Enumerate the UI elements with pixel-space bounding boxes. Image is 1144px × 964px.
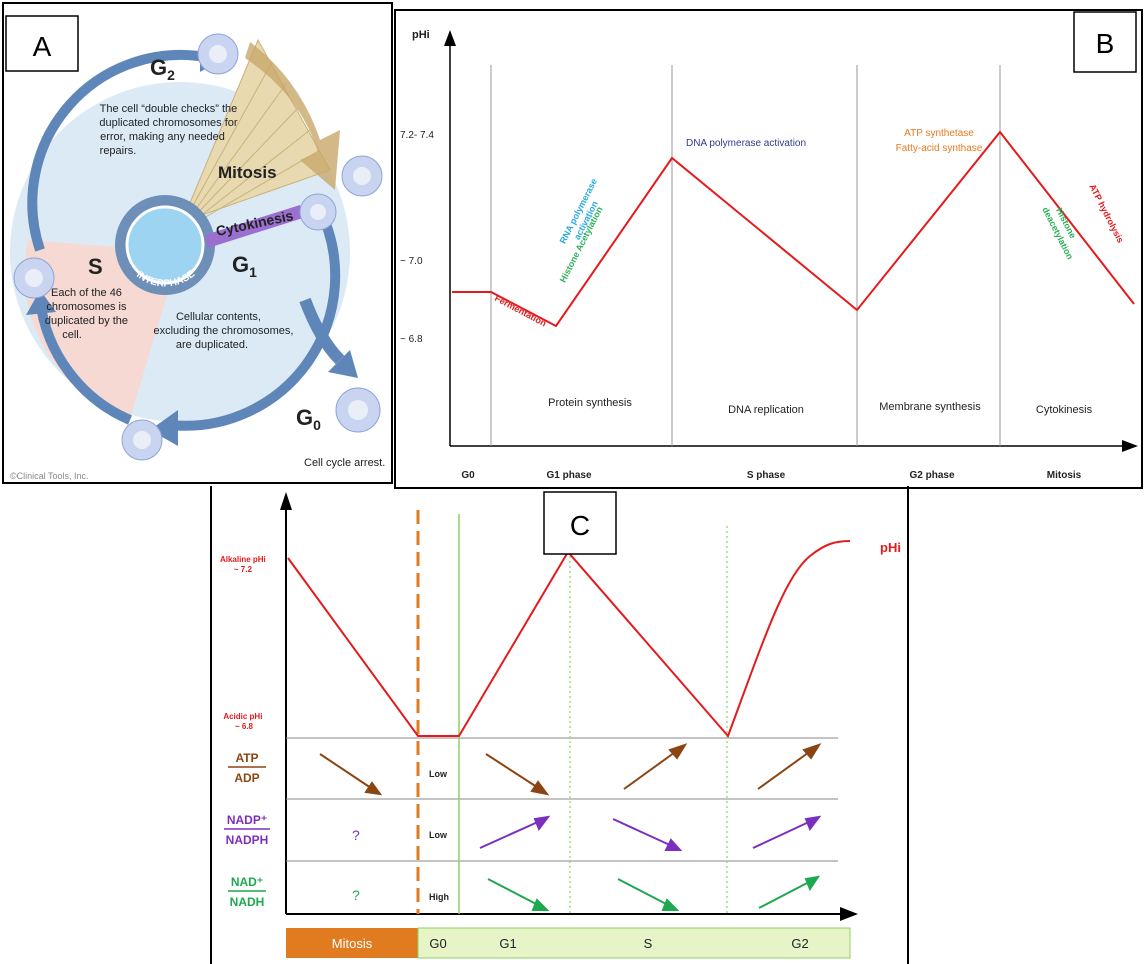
row-nadp-num: NADP⁺	[227, 813, 267, 827]
panel-a-letter: A	[33, 31, 52, 62]
panel-c-metabolism-diagram: pHi Alkaline pHi ~ 7.2 Acidic pHi ~ 6.8 …	[210, 486, 909, 964]
atp-synth-label: ATP synthetase	[904, 128, 974, 139]
row-nad-den: NADH	[230, 895, 265, 909]
fatty-acid-label: Fatty-acid synthase	[896, 143, 983, 154]
s-text-1: Each of the 46	[51, 287, 122, 299]
process-dna: DNA replication	[728, 404, 804, 416]
bar-g0-label: G0	[429, 936, 446, 951]
g1-text-1: Cellular contents,	[176, 311, 261, 323]
row-nadp-den: NADPH	[226, 833, 269, 847]
phase-g1: G1 phase	[546, 470, 591, 481]
g2-text-2: duplicated chromosomes for	[99, 117, 238, 129]
process-cytokinesis: Cytokinesis	[1036, 404, 1093, 416]
process-membrane: Membrane synthesis	[879, 401, 981, 413]
alkaline-label-1: Alkaline pHi	[220, 555, 266, 564]
svg-text:The cell “double checks” the: The cell “double checks” the duplicated …	[99, 103, 240, 157]
b-ylabel: pHi	[412, 29, 430, 41]
c-curve-label: pHi	[880, 540, 901, 555]
svg-text:Each of the 46 chromosomes: Each of the 46 chromosomes is duplicated…	[45, 287, 131, 341]
b-ytick-mid: ~ 7.0	[400, 256, 423, 267]
b-ytick-high: 7.2- 7.4	[400, 130, 434, 141]
b-ytick-low: ~ 6.8	[400, 334, 423, 345]
g2-text-3: error, making any needed	[100, 131, 225, 143]
c-phi-curve	[287, 540, 851, 738]
bar-phases	[417, 927, 851, 959]
nad-mitosis-unknown: ?	[352, 887, 360, 903]
s-text-3: duplicated by the	[45, 315, 128, 327]
acidic-label-1: Acidic pHi	[223, 712, 262, 721]
cell-mitosis-b	[299, 193, 337, 231]
row-atp-num: ATP	[235, 751, 258, 765]
row-atp-den: ADP	[234, 771, 259, 785]
nad-g0-level: High	[429, 892, 449, 902]
g2-text-4: repairs.	[100, 145, 137, 157]
svg-text:S: S	[88, 254, 103, 279]
g1-text-3: are duplicated.	[176, 339, 248, 351]
mitosis-label: Mitosis	[218, 163, 277, 182]
phase-g2: G2 phase	[909, 470, 954, 481]
cell-g0	[335, 387, 381, 433]
bar-mitosis-label: Mitosis	[332, 936, 373, 951]
g0-text: Cell cycle arrest.	[304, 457, 385, 469]
panel-c-letter: C	[570, 510, 590, 541]
acidic-label-2: ~ 6.8	[235, 722, 254, 731]
cell-g1	[121, 419, 163, 461]
phase-g0: G0	[461, 470, 475, 481]
cell-mitosis-a	[341, 155, 383, 197]
g2-text-1: The cell “double checks” the	[100, 103, 238, 115]
bar-g1-label: G1	[499, 936, 516, 951]
cell-s	[13, 257, 55, 299]
nadp-g0-level: Low	[429, 830, 448, 840]
g1-text-2: excluding the chromosomes,	[153, 325, 293, 337]
bar-g2-label: G2	[791, 936, 808, 951]
bar-mitosis	[286, 928, 418, 958]
panel-a-cell-cycle-diagram: INTERPHASE G2 The cell “double checks” t…	[2, 2, 393, 484]
svg-text:Alkaline pHi ~ 7.2 Aci: Alkaline pHi ~ 7.2 Acidic pHi ~ 6.8	[220, 555, 268, 731]
nadp-mitosis-unknown: ?	[352, 827, 360, 843]
bar-s-label: S	[644, 936, 653, 951]
phase-s: S phase	[747, 470, 786, 481]
svg-text:Cellular contents, excludi: Cellular contents, excluding the chromos…	[153, 311, 296, 351]
dna-pol-label: DNA polymerase activation	[686, 138, 806, 149]
phase-mitosis: Mitosis	[1047, 470, 1082, 481]
cell-g2	[197, 33, 239, 75]
copyright: ©Clinical Tools, Inc.	[10, 471, 89, 481]
atp-g0-level: Low	[429, 769, 448, 779]
alkaline-label-2: ~ 7.2	[234, 565, 253, 574]
b-phi-curve	[452, 130, 1135, 328]
s-text-4: cell.	[62, 329, 82, 341]
s-text-2: chromosomes is	[46, 301, 127, 313]
panel-b-phi-chart: pHi 7.2- 7.4 ~ 7.0 ~ 6.8 Fermentation RN…	[394, 9, 1143, 489]
row-nad-num: NAD⁺	[231, 875, 263, 889]
process-protein: Protein synthesis	[548, 397, 632, 409]
panel-b-letter: B	[1096, 28, 1115, 59]
